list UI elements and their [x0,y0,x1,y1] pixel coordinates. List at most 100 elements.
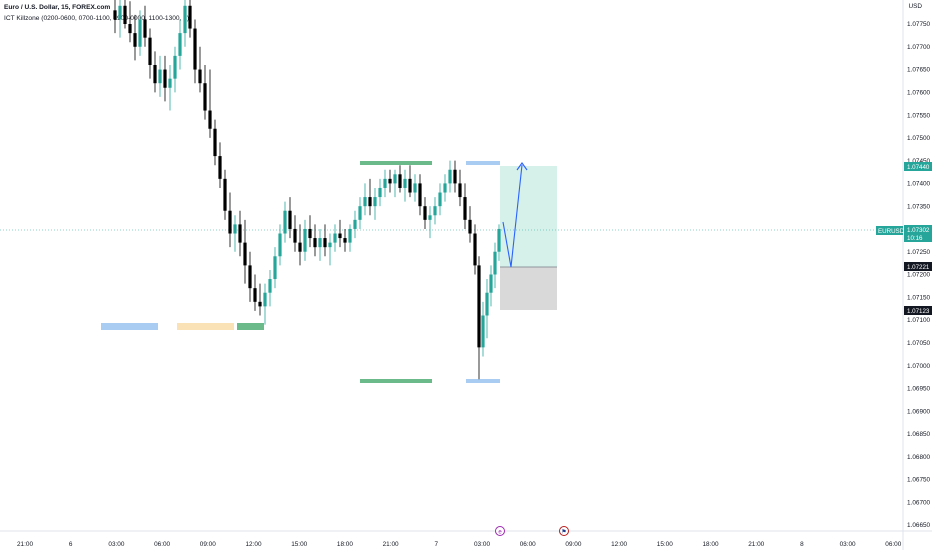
svg-text:⚑: ⚑ [561,529,566,536]
killzone-ny-box [237,323,264,330]
candle-body [293,228,297,243]
candle-body [348,228,352,243]
candle-body [413,183,417,193]
target-tag: 1.07440 [904,162,932,171]
time-tick-label: 6 [69,541,73,548]
candle-body [323,238,327,248]
candle-body [393,174,397,184]
killzone-asia-box [101,323,158,330]
candle-body [428,215,432,220]
price-tick-label: 1.07750 [907,21,931,28]
candle-body [148,37,152,65]
candle-body [143,19,147,38]
candle-body [473,233,477,266]
candle-body [233,224,237,234]
candle-body [263,292,267,307]
loss-zone[interactable] [500,267,557,310]
candle-body [238,224,242,243]
candle-body [463,197,467,220]
svg-text:10:16: 10:16 [907,235,923,242]
time-tick-label: 21:00 [383,541,399,548]
price-tick-label: 1.07500 [907,135,931,142]
killzone-asia-low [466,379,500,383]
time-tick-label: 8 [800,541,804,548]
candle-body [153,64,157,84]
svg-text:1.07123: 1.07123 [907,308,930,315]
candle-body [198,69,202,84]
candle-body [218,156,222,179]
candle-body [203,83,207,111]
time-tick-label: 7 [435,541,439,548]
price-tick-label: 1.06950 [907,386,931,393]
price-tick-label: 1.07000 [907,363,931,370]
earnings-marker-icon[interactable]: e [495,526,505,536]
killzone-asia-high [466,161,500,165]
candle-body [343,238,347,243]
stop-tag: 1.07123 [904,306,932,315]
last-price-tag: 1.07302 10:16 [904,225,932,242]
candle-body [489,274,493,293]
price-tick-label: 1.07250 [907,249,931,256]
time-tick-label: 03:00 [474,541,490,548]
time-tick-label: 09:00 [200,541,216,548]
candle-body [133,33,137,47]
candle-body [188,5,192,29]
candle-body [283,210,287,234]
candle-body [213,128,217,157]
candle-body [368,197,372,207]
candle-body [313,238,317,248]
candle-body [163,69,167,88]
candle-body [248,265,252,289]
us-flag-event-icon[interactable]: ⚑ [559,526,569,536]
candle-body [458,183,462,198]
price-tick-label: 1.06850 [907,431,931,438]
svg-text:EURUSD: EURUSD [878,228,905,235]
candle-body [388,178,392,184]
time-tick-label: 15:00 [291,541,307,548]
killzone-high-line [360,161,432,165]
price-tick-label: 1.07700 [907,44,931,51]
price-tick-label: 1.07050 [907,340,931,347]
candle-body [453,169,457,184]
time-tick-label: 09:00 [565,541,581,548]
price-tick-label: 1.07650 [907,67,931,74]
candle-body [443,183,447,193]
time-tick-label: 03:00 [108,541,124,548]
candle-body [278,233,282,257]
candle-body [178,33,182,56]
candle-body [228,210,232,234]
candle-body [208,110,212,129]
profit-zone[interactable] [500,166,557,267]
time-tick-label: 18:00 [337,541,353,548]
price-tick-label: 1.07550 [907,112,931,119]
candle-body [258,301,262,307]
candle-body [308,228,312,239]
candle-body [173,55,177,79]
candle-body [363,197,367,207]
indicator-legend[interactable]: ICT Killzone (0200-0600, 0700-1100, 1900… [4,15,190,22]
candles [113,0,501,380]
candle-body [268,279,272,293]
time-tick-label: 03:00 [840,541,856,548]
price-tick-label: 1.06650 [907,522,931,529]
candle-body [493,251,497,275]
svg-text:1.07302: 1.07302 [907,227,930,234]
candle-body [273,256,277,280]
time-axis[interactable]: 21:00 6 03:00 06:00 09:00 12:00 15:00 18:00 21:0… [17,541,902,548]
candle-body [398,174,402,188]
candle-body [485,292,489,316]
candle-body [318,238,322,248]
candle-body [113,10,117,20]
projection-arrow[interactable] [502,164,523,268]
candle-body [358,206,362,220]
candle-body [438,192,442,207]
time-tick-label: 15:00 [657,541,673,548]
candle-body [298,242,302,252]
price-axis[interactable]: 1.07750 1.07700 1.07650 1.07600 1.07550 1.075… [907,21,931,529]
candle-body [158,69,162,84]
time-tick-label: 21:00 [17,541,33,548]
candle-body [433,206,437,216]
time-tick-label: 06:00 [520,541,536,548]
candle-body [123,5,127,24]
